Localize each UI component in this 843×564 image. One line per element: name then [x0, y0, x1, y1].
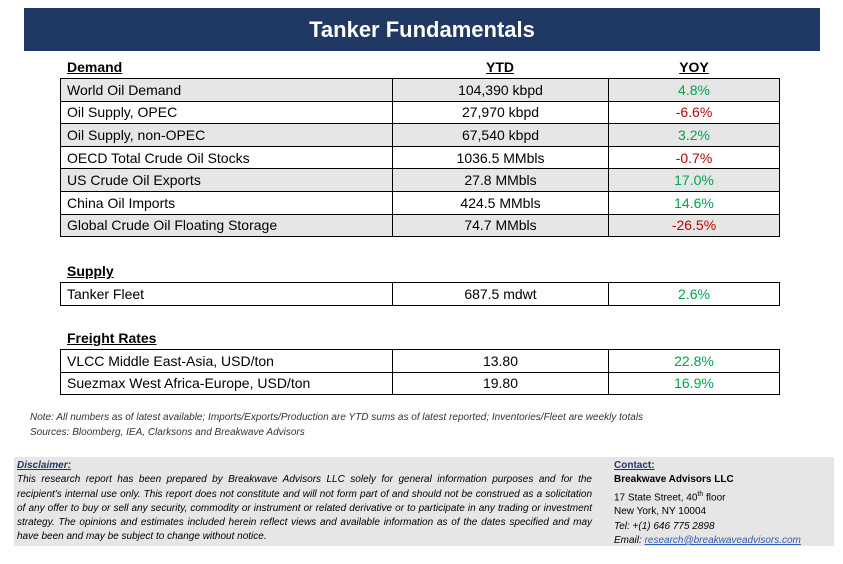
row-yoy-value: -6.6%	[608, 100, 780, 125]
row-ytd-value: 74.7 MMbls	[392, 213, 609, 238]
table-row: OECD Total Crude Oil Stocks 1036.5 MMbls -…	[60, 145, 780, 170]
row-ytd-value: 27.8 MMbls	[392, 168, 609, 192]
row-label: Global Crude Oil Floating Storage	[60, 213, 393, 238]
demand-table: World Oil Demand 104,390 kbpd 4.8% Oil Supp…	[60, 78, 780, 238]
sources-text: Sources: Bloomberg, IEA, Clarksons and B…	[30, 427, 305, 438]
disclaimer-text: This research report has been prepared b…	[17, 474, 592, 543]
page-title: Tanker Fundamentals	[24, 8, 820, 51]
row-ytd-value: 19.80	[392, 371, 609, 396]
row-ytd-value: 13.80	[392, 349, 609, 373]
street-text: 17 State Street, 40	[614, 491, 698, 503]
row-ytd-value: 687.5 mdwt	[392, 282, 609, 306]
row-ytd-value: 104,390 kbpd	[392, 78, 609, 102]
company-name: Breakwave Advisors LLC	[614, 474, 734, 486]
email-link[interactable]: research@breakwaveadvisors.com	[644, 534, 801, 546]
contact-title: Contact:	[614, 460, 655, 471]
disclaimer-panel	[14, 457, 834, 546]
supply-table: Tanker Fleet 687.5 mdwt 2.6%	[60, 282, 780, 306]
ytd-column-header: YTD	[486, 59, 514, 75]
contact-street: 17 State Street, 40th floor	[614, 488, 829, 506]
freight-rows: VLCC Middle East-Asia, USD/ton 13.80 22.8%…	[60, 349, 780, 396]
demand-rows: World Oil Demand 104,390 kbpd 4.8% Oil Supp…	[60, 78, 780, 238]
row-ytd-value: 424.5 MMbls	[392, 190, 609, 215]
row-yoy-value: 2.6%	[608, 282, 780, 306]
table-row: Oil Supply, non-OPEC 67,540 kbpd 3.2%	[60, 123, 780, 147]
contact-email-line: Email: research@breakwaveadvisors.com	[614, 534, 829, 548]
row-label: Tanker Fleet	[60, 282, 393, 306]
row-label: Suezmax West Africa-Europe, USD/ton	[60, 371, 393, 396]
contact-block: Contact: Breakwave Advisors LLC 17 State…	[614, 459, 829, 548]
supply-rows: Tanker Fleet 687.5 mdwt 2.6%	[60, 282, 780, 306]
row-yoy-value: 16.9%	[608, 371, 780, 396]
disclaimer-block: Disclaimer: This research report has bee…	[17, 459, 592, 545]
supply-heading: Supply	[67, 263, 114, 279]
row-yoy-value: -0.7%	[608, 145, 780, 170]
row-ytd-value: 67,540 kbpd	[392, 123, 609, 147]
contact-city: New York, NY 10004	[614, 506, 707, 518]
table-row: Global Crude Oil Floating Storage 74.7 MM…	[60, 213, 780, 238]
row-label: US Crude Oil Exports	[60, 168, 393, 192]
yoy-column-header: YOY	[679, 59, 709, 75]
table-row: VLCC Middle East-Asia, USD/ton 13.80 22.8%	[60, 349, 780, 373]
table-row: China Oil Imports 424.5 MMbls 14.6%	[60, 190, 780, 215]
street-ordinal: th	[697, 490, 704, 498]
table-row: Suezmax West Africa-Europe, USD/ton 19.80…	[60, 371, 780, 396]
row-ytd-value: 27,970 kbpd	[392, 100, 609, 125]
row-label: China Oil Imports	[60, 190, 393, 215]
row-yoy-value: 3.2%	[608, 123, 780, 147]
row-yoy-value: 14.6%	[608, 190, 780, 215]
email-label: Email:	[614, 534, 645, 546]
row-label: World Oil Demand	[60, 78, 393, 102]
table-row: Oil Supply, OPEC 27,970 kbpd -6.6%	[60, 100, 780, 125]
demand-heading: Demand	[67, 59, 123, 75]
disclaimer-title: Disclaimer:	[17, 460, 71, 471]
row-ytd-value: 1036.5 MMbls	[392, 145, 609, 170]
row-label: VLCC Middle East-Asia, USD/ton	[60, 349, 393, 373]
row-label: Oil Supply, non-OPEC	[60, 123, 393, 147]
row-yoy-value: -26.5%	[608, 213, 780, 238]
row-label: OECD Total Crude Oil Stocks	[60, 145, 393, 170]
table-row: World Oil Demand 104,390 kbpd 4.8%	[60, 78, 780, 102]
note-text: Note: All numbers as of latest available…	[30, 412, 644, 423]
table-row: US Crude Oil Exports 27.8 MMbls 17.0%	[60, 168, 780, 192]
freight-heading: Freight Rates	[67, 330, 157, 346]
freight-table: VLCC Middle East-Asia, USD/ton 13.80 22.8%…	[60, 349, 780, 396]
row-yoy-value: 4.8%	[608, 78, 780, 102]
row-yoy-value: 22.8%	[608, 349, 780, 373]
row-label: Oil Supply, OPEC	[60, 100, 393, 125]
row-yoy-value: 17.0%	[608, 168, 780, 192]
street-floor: floor	[703, 491, 726, 503]
table-row: Tanker Fleet 687.5 mdwt 2.6%	[60, 282, 780, 306]
contact-tel: Tel: +(1) 646 775 2898	[614, 520, 715, 532]
